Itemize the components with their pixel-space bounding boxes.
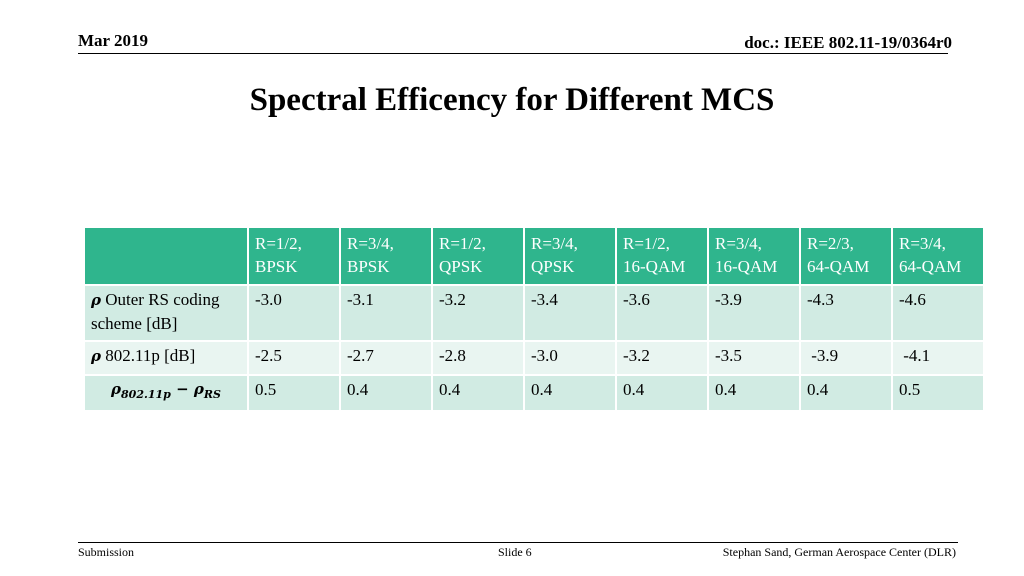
- table-cell: -2.8: [431, 340, 525, 376]
- table-row: ρ802.11p − ρRS 0.5 0.4 0.4 0.4 0.4 0.4 0…: [83, 374, 985, 412]
- slide-title: Spectral Efficency for Different MCS: [249, 82, 775, 118]
- table-cell: 0.4: [707, 374, 801, 412]
- table-cell: -3.5: [707, 340, 801, 376]
- table-cell: 0.4: [615, 374, 709, 412]
- rho-difference-formula: ρ802.11p − ρRS: [111, 380, 221, 401]
- table-row: ρ 802.11p [dB] -2.5 -2.7 -2.8 -3.0 -3.2 …: [83, 340, 985, 376]
- table-cell: -3.0: [247, 284, 341, 342]
- mcs-table: R=1/2, BPSK R=3/4, BPSK R=1/2, QPSK R=3/4, Q…: [83, 226, 985, 412]
- header-divider: [78, 53, 948, 54]
- footer-author: Stephan Sand, German Aerospace Center (D…: [722, 545, 956, 559]
- table-row: ρ Outer RS coding scheme [dB] -3.0 -3.1 …: [83, 284, 985, 342]
- table-cell: -3.4: [523, 284, 617, 342]
- header-cell: R=3/4, QPSK: [523, 226, 617, 286]
- row-label: ρ Outer RS coding scheme [dB]: [83, 284, 249, 342]
- footer-slide-number: Slide 6: [498, 545, 532, 559]
- table-cell: -3.9: [707, 284, 801, 342]
- header-doc-id: doc.: IEEE 802.11-19/0364r0: [744, 33, 952, 52]
- table-cell: -4.1: [891, 340, 985, 376]
- header-cell: R=3/4, 64-QAM: [891, 226, 985, 286]
- table-cell: -3.1: [339, 284, 433, 342]
- rho-symbol: ρ: [91, 347, 101, 365]
- table-cell: 0.4: [799, 374, 893, 412]
- footer-submission: Submission: [78, 545, 135, 559]
- table-cell: -2.5: [247, 340, 341, 376]
- row-label: ρ802.11p − ρRS: [83, 374, 249, 412]
- header-cell: R=1/2, QPSK: [431, 226, 525, 286]
- header-corner-cell: [83, 226, 249, 286]
- table-cell: -4.6: [891, 284, 985, 342]
- table-cell: -3.0: [523, 340, 617, 376]
- table-cell: -4.3: [799, 284, 893, 342]
- table-cell: 0.4: [339, 374, 433, 412]
- rho-symbol: ρ: [91, 291, 101, 309]
- table-cell: -3.2: [615, 340, 709, 376]
- header-cell: R=3/4, BPSK: [339, 226, 433, 286]
- header-cell: R=1/2, 16-QAM: [615, 226, 709, 286]
- table-cell: -3.6: [615, 284, 709, 342]
- table-cell: 0.5: [247, 374, 341, 412]
- header-date: Mar 2019: [78, 31, 149, 50]
- table-cell: 0.4: [523, 374, 617, 412]
- table-header-row: R=1/2, BPSK R=3/4, BPSK R=1/2, QPSK R=3/4, Q…: [83, 226, 985, 286]
- table-cell: -2.7: [339, 340, 433, 376]
- header-cell: R=2/3, 64-QAM: [799, 226, 893, 286]
- row-label: ρ 802.11p [dB]: [83, 340, 249, 376]
- table-cell: 0.5: [891, 374, 985, 412]
- table-cell: -3.2: [431, 284, 525, 342]
- table-cell: 0.4: [431, 374, 525, 412]
- header-cell: R=3/4, 16-QAM: [707, 226, 801, 286]
- footer-divider: [78, 542, 958, 543]
- table-cell: -3.9: [799, 340, 893, 376]
- header-cell: R=1/2, BPSK: [247, 226, 341, 286]
